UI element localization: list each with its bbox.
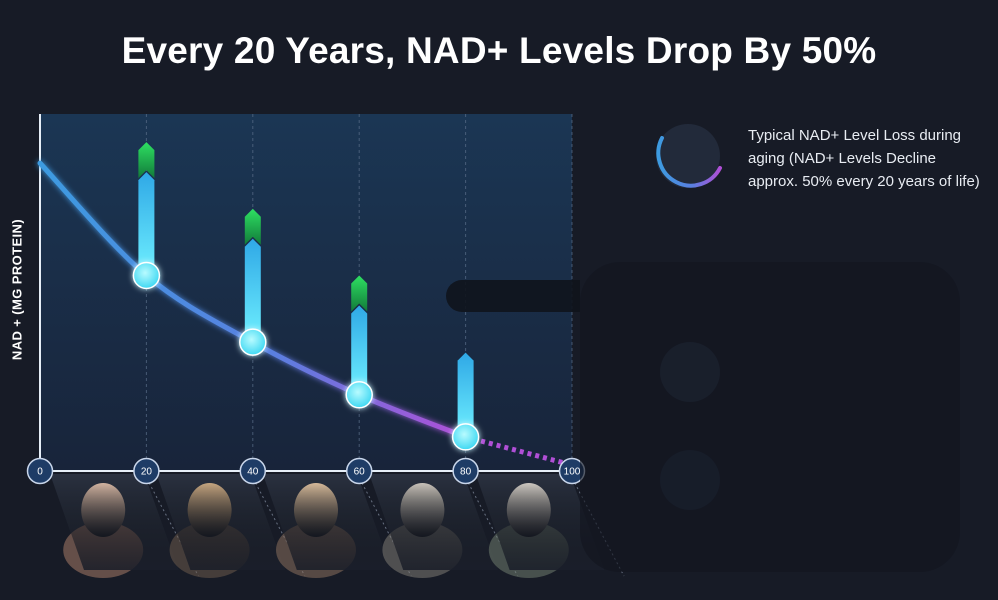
arrow-shaft — [457, 352, 474, 437]
x-tick-badge — [26, 457, 54, 485]
decorative-shapes — [446, 262, 960, 572]
arrow-shaft — [351, 305, 368, 395]
arrow-green-head — [244, 208, 261, 245]
page-title: Every 20 Years, NAD+ Levels Drop By 50% — [121, 30, 877, 71]
x-tick-80: 80 — [452, 457, 479, 485]
photo-fade — [475, 474, 604, 570]
x-tick-badge — [345, 457, 373, 485]
photo-fade — [369, 474, 498, 570]
x-tick-label: 40 — [247, 467, 259, 478]
arrow-40 — [244, 208, 261, 343]
arrow-green-head — [138, 142, 155, 179]
arrow-shaft — [138, 172, 155, 276]
data-point-20 — [132, 261, 161, 290]
middle-aged-woman-photo — [262, 473, 412, 578]
arrow-20 — [138, 142, 155, 276]
x-tick-badge — [452, 457, 479, 485]
x-tick-60: 60 — [345, 457, 373, 485]
x-tick-label: 60 — [354, 467, 366, 478]
arrow-layer — [138, 142, 474, 437]
x-tick-100: 100 — [558, 457, 586, 485]
arrow-60 — [351, 275, 368, 395]
x-tick-0: 0 — [26, 457, 54, 485]
x-tick-label: 20 — [141, 467, 153, 478]
x-tick-label: 0 — [37, 467, 43, 478]
decline-curve-projection — [464, 434, 573, 468]
x-tick-badge — [133, 457, 160, 485]
older-woman-photo — [369, 473, 519, 578]
young-woman-photo — [156, 473, 306, 578]
x-tick-layer: 0 20 40 60 80 100 — [26, 457, 586, 485]
elderly-woman-photo — [475, 473, 625, 578]
photo-fade — [156, 474, 285, 570]
x-tick-badge — [239, 457, 267, 485]
x-tick-label: 80 — [460, 467, 472, 478]
legend-text: Typical NAD+ Level Loss during aging (NA… — [748, 127, 980, 190]
data-point-40 — [239, 328, 267, 356]
arrow-green-head — [351, 275, 368, 312]
legend-arc-icon — [656, 124, 722, 188]
arrow-80 — [457, 352, 474, 437]
data-point-60 — [345, 381, 373, 409]
marker-layer — [132, 261, 480, 451]
x-tick-40: 40 — [239, 457, 267, 485]
photo-fade — [262, 474, 392, 570]
data-point-80 — [451, 423, 480, 451]
x-tick-20: 20 — [133, 457, 160, 485]
photo-fade — [50, 474, 179, 570]
x-tick-label: 100 — [564, 467, 581, 478]
photo-strip — [50, 473, 625, 578]
arrow-shaft — [244, 238, 261, 343]
